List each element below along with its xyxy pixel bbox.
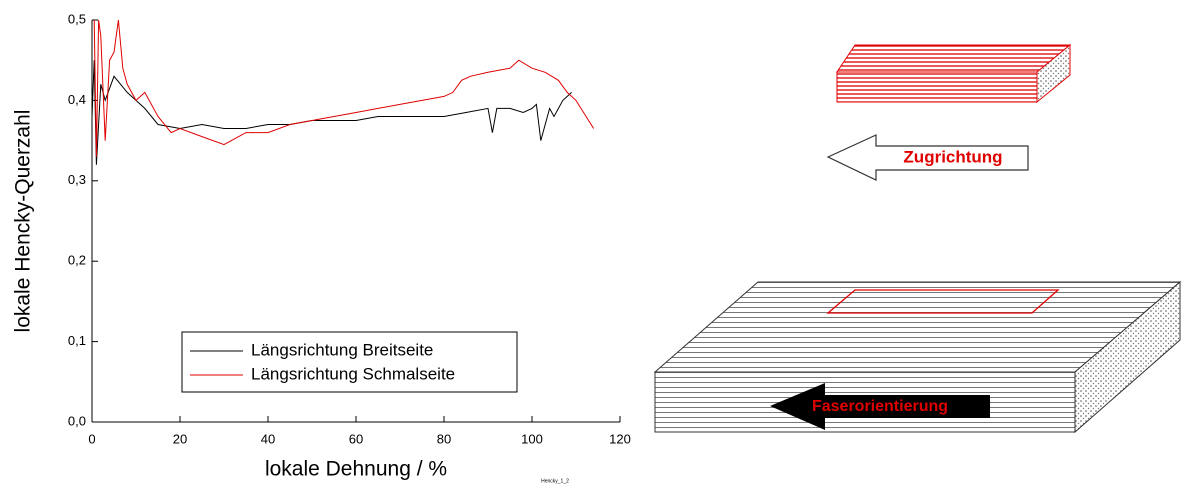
- note: Hencky_1_2: [541, 478, 569, 484]
- x-tick-label: 20: [173, 431, 187, 446]
- x-axis-title: lokale Dehnung / %: [265, 458, 447, 481]
- slab-side: [1074, 280, 1181, 434]
- y-tick-label: 0,1: [68, 333, 86, 348]
- y-tick-label: 0,5: [68, 11, 86, 26]
- legend-label: Längsrichtung Schmalseite: [251, 364, 455, 383]
- block-side: [1036, 43, 1071, 104]
- series-line: [91, 60, 572, 165]
- x-tick-label: 100: [521, 431, 543, 446]
- chart: 0,0 0,1 0,2 0,3 0,4 0,5 0 20 40 60 80 100 120 lokale …: [12, 11, 631, 484]
- x-tick-label: 0: [88, 431, 95, 446]
- pull-arrow: [826, 134, 1029, 181]
- y-tick-label: 0,0: [68, 413, 86, 428]
- fiber-arrow: [770, 383, 990, 430]
- pull-label: Zugrichtung: [903, 147, 1002, 166]
- x-tick-label: 120: [609, 431, 631, 446]
- fiber-label: Faserorientierung: [812, 398, 948, 415]
- legend-label: Längsrichtung Breitseite: [251, 340, 433, 359]
- series-line: [93, 19, 595, 157]
- y-tick-label: 0,3: [68, 172, 86, 187]
- x-tick-label: 80: [437, 431, 451, 446]
- legend-box: [181, 331, 518, 393]
- diagram: Zugrichtung Faserorientierung: [653, 43, 1182, 434]
- block-front: [836, 71, 1038, 103]
- y-tick-label: 0,4: [68, 92, 86, 107]
- sample-outline: [826, 289, 1060, 314]
- x-tick-label: 60: [349, 431, 363, 446]
- y-tick-label: 0,2: [68, 253, 86, 268]
- x-tick-label: 40: [261, 431, 275, 446]
- y-axis-title: lokale Hencky-Querzahl: [12, 110, 35, 333]
- block-top: [836, 44, 1072, 73]
